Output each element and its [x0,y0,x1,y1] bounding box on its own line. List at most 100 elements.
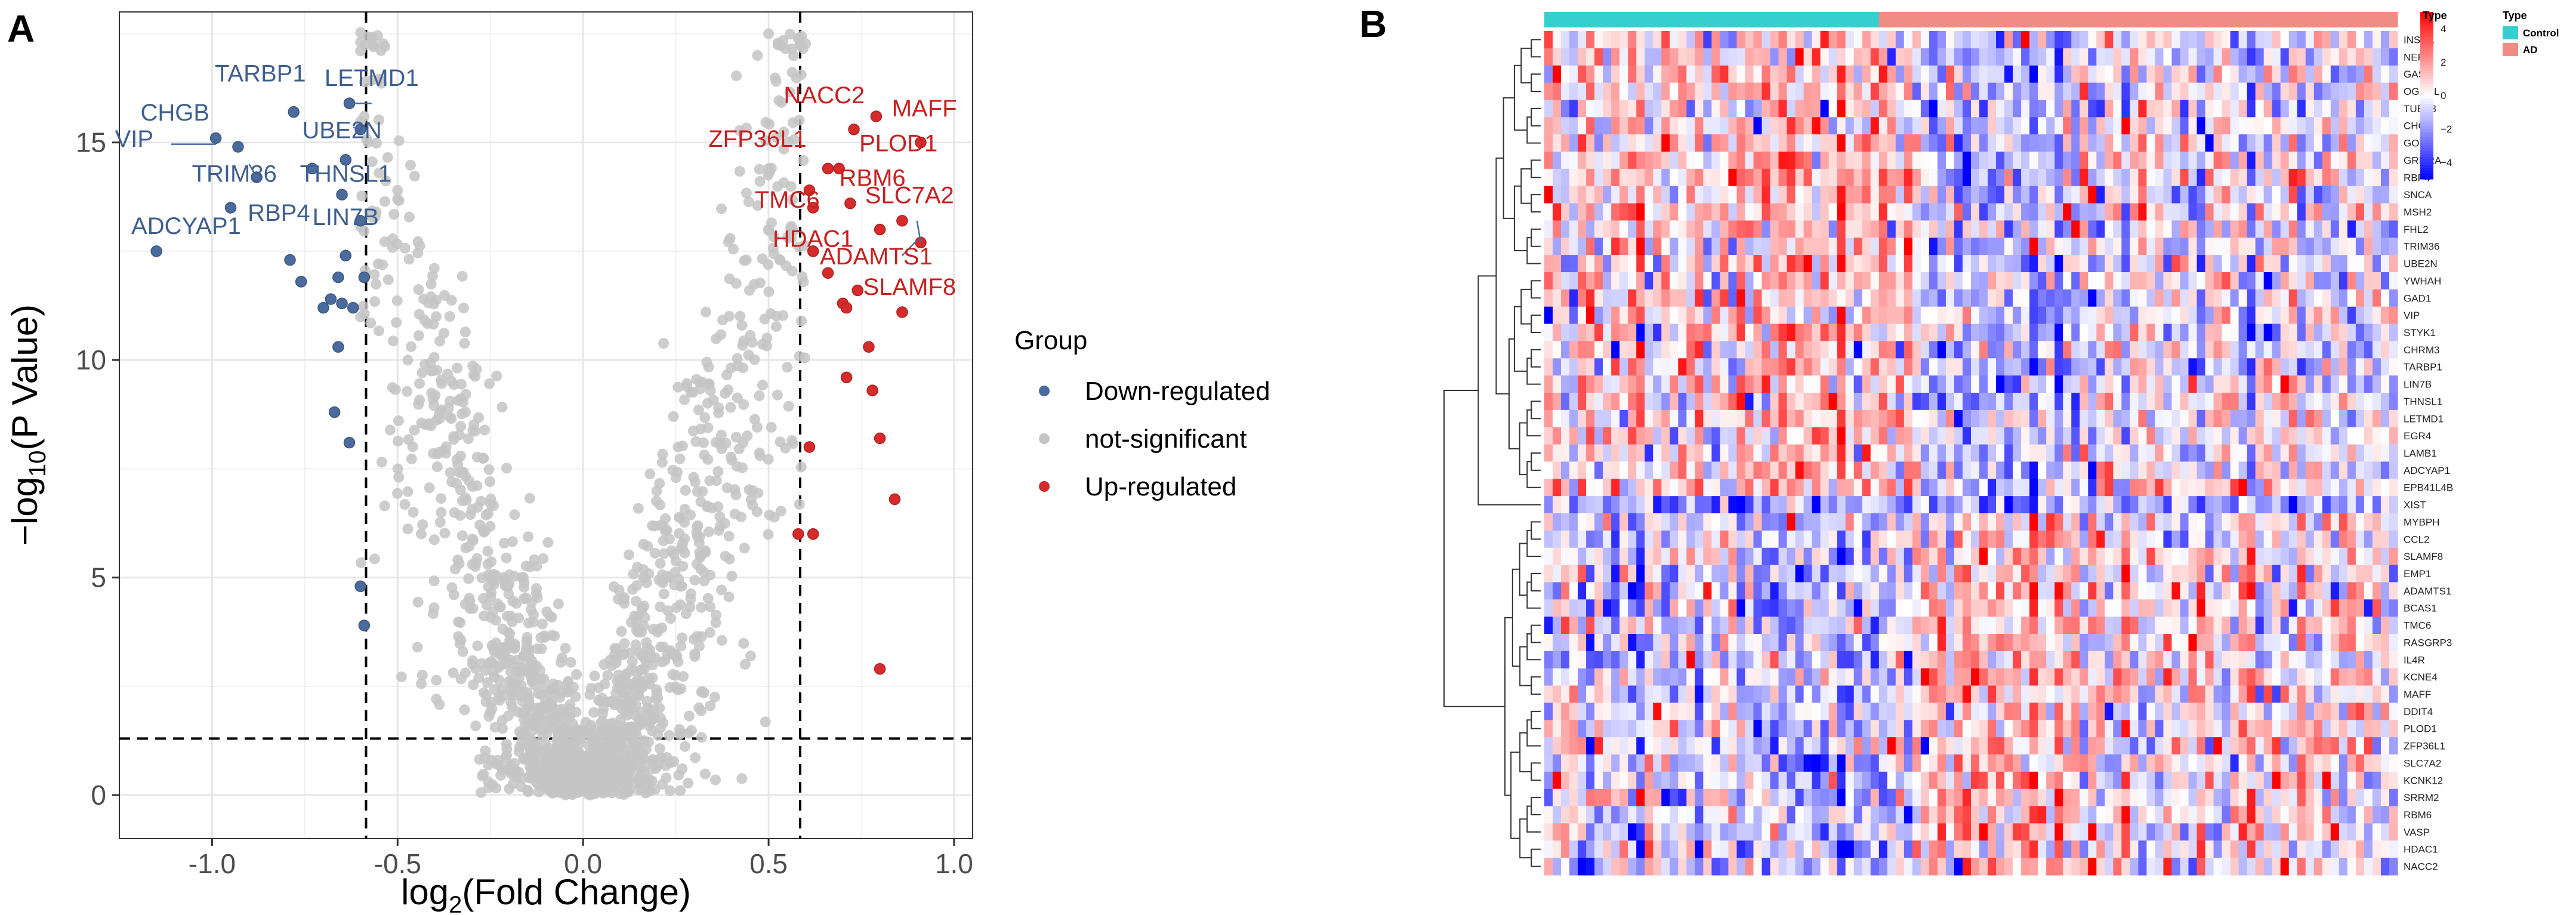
heatmap-cell [1653,134,1662,152]
heatmap-cell [1904,444,1913,463]
heatmap-cell [1544,65,1553,84]
heatmap-cell [1586,48,1595,66]
ns-point [439,328,450,339]
heatmap-cell [1770,513,1779,531]
heatmap-cell [2238,530,2248,549]
heatmap-cell [1803,496,1813,514]
ns-point [675,728,687,739]
heatmap-cell [2255,31,2265,49]
heatmap-cell [2105,203,2114,221]
heatmap-cell [1812,393,1821,411]
heatmap-cell [1812,496,1821,514]
heatmap-cell [2297,409,2306,428]
heatmap-cell [1878,238,1888,255]
heatmap-cell [2255,272,2265,290]
heatmap-cell [1594,48,1603,66]
heatmap-cell [1628,444,1637,463]
heatmap-cell [2372,375,2381,393]
heatmap-cell [1853,444,1863,463]
heatmap-cell [1988,306,1997,325]
heatmap-cell [1736,255,1746,273]
heatmap-cell [1988,358,1997,376]
heatmap-cell [2364,117,2373,135]
heatmap-cell [1728,358,1738,376]
heatmap-cell [1878,444,1888,463]
heatmap-cell [2155,461,2164,479]
ns-point [488,666,499,677]
heatmap-cell [2146,168,2156,187]
heatmap-cell [1945,117,1955,135]
heatmap-cell [2096,289,2105,307]
heatmap-cell [1912,82,1921,101]
heatmap-cell [2305,358,2315,376]
heatmap-cell [1787,513,1796,531]
heatmap-cell [1645,444,1653,463]
heatmap-cell [1770,461,1779,479]
heatmap-cell [1887,255,1896,273]
heatmap-cell [2063,289,2072,307]
heatmap-cell [2272,168,2281,187]
heatmap-cell [1678,186,1687,204]
heatmap-cell [2038,393,2047,411]
heatmap-cell [1837,100,1846,118]
heatmap-cell [2305,306,2315,325]
heatmap-cell [1837,547,1846,566]
heatmap-cell [1636,203,1645,221]
heatmap-cell [2255,341,2265,359]
heatmap-cell [2188,134,2198,152]
up-point [822,162,834,175]
heatmap-cell [2171,306,2181,325]
ns-point [458,303,469,314]
ns-point [770,321,782,332]
heatmap-cell [1996,375,2005,393]
heatmap-cell [1962,409,1972,428]
ns-point [555,686,566,698]
heatmap-cell [1653,272,1662,290]
heatmap-cell [2230,358,2239,376]
heatmap-cell [2038,203,2047,221]
heatmap-cell [1686,48,1695,66]
heatmap-cell [2238,186,2248,204]
heatmap-cell [2322,409,2331,428]
heatmap-cell [1812,530,1821,549]
ns-point [384,424,396,436]
heatmap-cell [1787,393,1796,411]
heatmap-cell [2305,461,2315,479]
heatmap-cell [1837,461,1846,479]
gene-label: MAFF [892,95,957,122]
heatmap-cell [2004,306,2013,325]
heatmap-cell [1636,427,1645,445]
heatmap-cell [1795,530,1804,549]
heatmap-cell [2288,203,2298,221]
heatmap-cell [2038,306,2047,325]
heatmap-cell [1745,324,1754,342]
ns-point [459,326,471,338]
heatmap-cell [2355,272,2365,290]
heatmap-cell [1720,393,1729,411]
heatmap-cell [1611,444,1620,463]
heatmap-cell [1937,255,1946,273]
heatmap-cell [1653,324,1662,342]
heatmap-cell [1845,375,1855,393]
heatmap-cell [1703,117,1712,135]
heatmap-cell [1720,65,1729,84]
heatmap-cell [1787,48,1796,66]
down-point [325,293,337,305]
heatmap-cell [1544,255,1553,273]
heatmap-cell [2272,31,2281,49]
heatmap-cell [2230,393,2239,411]
heatmap-cell [1653,289,1662,307]
heatmap-cell [2280,117,2290,135]
heatmap-cell [1962,341,1972,359]
heatmap-cell [2088,117,2097,135]
heatmap-cell [1619,289,1628,307]
heatmap-cell [1578,65,1587,84]
heatmap-cell [2213,100,2223,118]
ns-point [684,602,696,613]
heatmap-cell [1803,444,1813,463]
heatmap-cell [2364,444,2373,463]
heatmap-cell [2105,65,2114,84]
heatmap-cell [2222,48,2231,66]
label-leader [901,239,918,257]
heatmap-cell [1837,82,1846,101]
